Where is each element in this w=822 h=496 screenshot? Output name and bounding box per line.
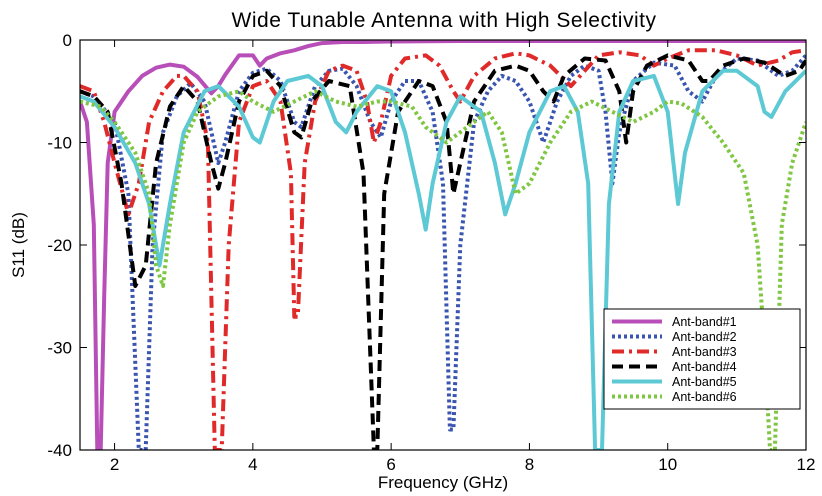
series-line-5 bbox=[80, 68, 806, 450]
x-tick-label: 10 bbox=[658, 455, 677, 474]
y-tick-label: -10 bbox=[47, 134, 72, 153]
series-line-4 bbox=[80, 53, 806, 450]
x-tick-label: 4 bbox=[248, 455, 257, 474]
legend-label: Ant-band#6 bbox=[672, 390, 737, 404]
x-tick-label: 6 bbox=[386, 455, 395, 474]
legend: Ant-band#1Ant-band#2Ant-band#3Ant-band#4… bbox=[603, 308, 801, 410]
x-tick-label: 8 bbox=[525, 455, 534, 474]
legend-label: Ant-band#5 bbox=[672, 375, 737, 389]
legend-label: Ant-band#1 bbox=[672, 315, 737, 329]
legend-label: Ant-band#2 bbox=[672, 330, 737, 344]
y-tick-label: 0 bbox=[63, 31, 72, 50]
series-line-1 bbox=[80, 40, 806, 450]
x-tick-label: 12 bbox=[797, 455, 816, 474]
legend-label: Ant-band#4 bbox=[672, 360, 737, 374]
y-axis-label: S11 (dB) bbox=[9, 212, 28, 278]
legend-label: Ant-band#3 bbox=[672, 345, 737, 359]
y-tick-label: -30 bbox=[47, 339, 72, 358]
x-axis-label: Frequency (GHz) bbox=[378, 473, 508, 492]
chart-title: Wide Tunable Antenna with High Selectivi… bbox=[232, 9, 657, 32]
legend-box bbox=[603, 308, 801, 410]
x-tick-label: 2 bbox=[110, 455, 119, 474]
y-tick-label: -20 bbox=[47, 236, 72, 255]
y-tick-label: -40 bbox=[47, 441, 72, 460]
series-layer bbox=[80, 40, 806, 450]
ticks-layer: 2 4 6 8 10 12 0 -10 -20 -30 -40 bbox=[47, 31, 815, 474]
series-line-6 bbox=[80, 89, 806, 450]
